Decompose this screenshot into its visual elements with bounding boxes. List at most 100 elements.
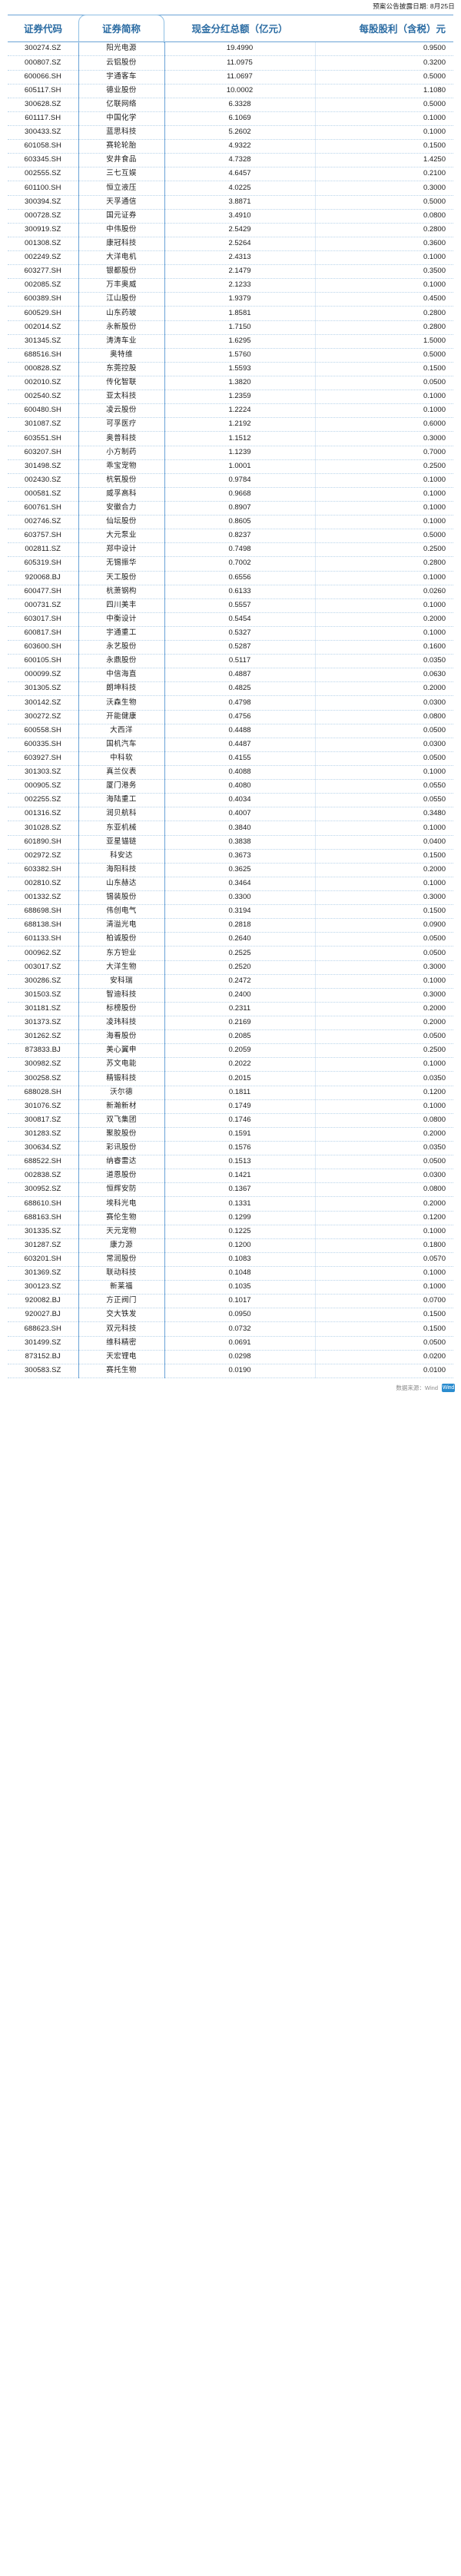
cell-per-share: 0.0800 <box>315 1113 453 1128</box>
cell-total: 6.3328 <box>164 98 316 112</box>
cell-total: 1.8581 <box>164 306 316 321</box>
cell-total: 0.4007 <box>164 807 316 822</box>
cell-code: 873152.BJ <box>8 1350 78 1364</box>
cell-code: 603600.SH <box>8 640 78 655</box>
cell-name: 山东药玻 <box>78 306 165 321</box>
cell-name: 海陆重工 <box>78 793 165 808</box>
cell-name: 仙坛股份 <box>78 515 165 530</box>
table-row: 873833.BJ 美心翼申 0.2059 0.2500 <box>8 1043 453 1059</box>
cell-per-share: 0.1000 <box>315 765 453 781</box>
data-source-label: 数据来源：Wind <box>396 1384 438 1391</box>
cell-name: 润贝航科 <box>78 807 165 822</box>
cell-total: 0.5117 <box>164 654 316 669</box>
table-row: 688698.SH 伟创电气 0.3194 0.1500 <box>8 904 453 920</box>
cell-name: 中伟股份 <box>78 223 165 237</box>
cell-name: 恒辉安防 <box>78 1182 165 1198</box>
cell-name: 三七互娱 <box>78 167 165 182</box>
table-row: 603382.SH 海阳科技 0.3625 0.2000 <box>8 863 453 877</box>
cell-per-share: 0.1000 <box>315 250 453 266</box>
cell-code: 688698.SH <box>8 904 78 920</box>
table-row: 688163.SH 赛伦生物 0.1299 0.1200 <box>8 1211 453 1225</box>
cell-code: 688623.SH <box>8 1321 78 1337</box>
cell-code: 600066.SH <box>8 70 78 85</box>
cell-per-share: 0.2000 <box>315 1002 453 1017</box>
cell-name: 蓝思科技 <box>78 125 165 141</box>
cell-per-share: 0.0200 <box>315 1350 453 1364</box>
cell-name: 恒立液压 <box>78 181 165 196</box>
table-row: 300394.SZ 天孚通信 3.8871 0.5000 <box>8 195 453 210</box>
cell-code: 300394.SZ <box>8 195 78 210</box>
cell-total: 0.1200 <box>164 1238 316 1253</box>
cell-code: 301498.SZ <box>8 459 78 474</box>
cell-code: 000581.SZ <box>8 487 78 502</box>
cell-total: 0.5557 <box>164 598 316 613</box>
cell-total: 0.2400 <box>164 988 316 1003</box>
cell-name: 万丰奥威 <box>78 278 165 293</box>
cell-code: 600817.SH <box>8 626 78 642</box>
cell-code: 001332.SZ <box>8 890 78 906</box>
cell-code: 300258.SZ <box>8 1071 78 1086</box>
cell-total: 1.5760 <box>164 348 316 363</box>
cell-per-share: 0.0400 <box>315 835 453 850</box>
cell-name: 乖宝宠物 <box>78 459 165 474</box>
table-row: 600558.SH 大西洋 0.4488 0.0500 <box>8 724 453 738</box>
cell-total: 0.5287 <box>164 640 316 655</box>
table-row: 688623.SH 双元科技 0.0732 0.1500 <box>8 1321 453 1337</box>
cell-per-share: 0.1000 <box>315 501 453 516</box>
cell-per-share: 0.2800 <box>315 556 453 572</box>
cell-code: 688028.SH <box>8 1086 78 1100</box>
cell-per-share: 0.3500 <box>315 264 453 280</box>
cell-total: 1.3820 <box>164 376 316 391</box>
table-row: 600761.SH 安徽合力 0.8907 0.1000 <box>8 501 453 516</box>
cell-code: 873833.BJ <box>8 1043 78 1059</box>
cell-name: 道恩股份 <box>78 1169 165 1184</box>
cell-code: 002014.SZ <box>8 320 78 335</box>
table-row: 000581.SZ 威孚高科 0.9668 0.1000 <box>8 487 453 502</box>
cell-name: 银都股份 <box>78 264 165 280</box>
cell-name: 联动科技 <box>78 1266 165 1281</box>
table-row: 601890.SH 亚星锚链 0.3838 0.0400 <box>8 835 453 850</box>
table-row: 603201.SH 常润股份 0.1083 0.0570 <box>8 1252 453 1267</box>
cell-name: 海阳科技 <box>78 863 165 877</box>
cell-per-share: 0.3000 <box>315 181 453 196</box>
table-row: 603757.SH 大元泵业 0.8237 0.5000 <box>8 529 453 544</box>
table-row: 688522.SH 纳睿雷达 0.1513 0.0500 <box>8 1155 453 1170</box>
cell-per-share: 0.1500 <box>315 1321 453 1337</box>
cell-per-share: 0.1000 <box>315 571 453 585</box>
cell-total: 1.2224 <box>164 403 316 419</box>
cell-code: 301503.SZ <box>8 988 78 1003</box>
cell-per-share: 0.0350 <box>315 1071 453 1086</box>
cell-code: 600389.SH <box>8 292 78 307</box>
table-row: 300286.SZ 安科瑞 0.2472 0.1000 <box>8 974 453 989</box>
table-row: 300817.SZ 双飞集团 0.1746 0.0800 <box>8 1113 453 1128</box>
cell-code: 002555.SZ <box>8 167 78 182</box>
cell-total: 0.1048 <box>164 1266 316 1281</box>
cell-total: 0.2640 <box>164 932 316 947</box>
cell-code: 000828.SZ <box>8 362 78 376</box>
table-row: 600389.SH 江山股份 1.9379 0.4500 <box>8 292 453 307</box>
cell-code: 300952.SZ <box>8 1182 78 1198</box>
table-row: 001332.SZ 锡装股份 0.3300 0.3000 <box>8 890 453 906</box>
cell-total: 0.7498 <box>164 542 316 558</box>
cell-code: 601058.SH <box>8 139 78 154</box>
cell-code: 600480.SH <box>8 403 78 419</box>
cell-code: 603207.SH <box>8 446 78 460</box>
cell-per-share: 0.1800 <box>315 1238 453 1253</box>
cell-name: 清溢光电 <box>78 918 165 933</box>
cell-name: 安井食品 <box>78 153 165 168</box>
cell-per-share: 0.1000 <box>315 125 453 141</box>
cell-total: 0.2525 <box>164 946 316 961</box>
cell-per-share: 0.3000 <box>315 988 453 1003</box>
header-row: 证券代码 证券简称 现金分红总额（亿元） 每股股利（含税）元 <box>8 15 453 44</box>
cell-name: 常润股份 <box>78 1252 165 1267</box>
cell-total: 0.3673 <box>164 849 316 864</box>
table-row: 301498.SZ 乖宝宠物 1.0001 0.2500 <box>8 459 453 474</box>
table-row: 301283.SZ 聚胶股份 0.1591 0.2000 <box>8 1127 453 1142</box>
cell-name: 涛涛车业 <box>78 334 165 349</box>
cell-code: 300272.SZ <box>8 710 78 724</box>
cell-per-share: 0.0700 <box>315 1294 453 1309</box>
cell-total: 0.4798 <box>164 695 316 711</box>
cell-per-share: 0.0500 <box>315 932 453 947</box>
cell-name: 赛托生物 <box>78 1364 165 1378</box>
cell-per-share: 0.1000 <box>315 515 453 530</box>
